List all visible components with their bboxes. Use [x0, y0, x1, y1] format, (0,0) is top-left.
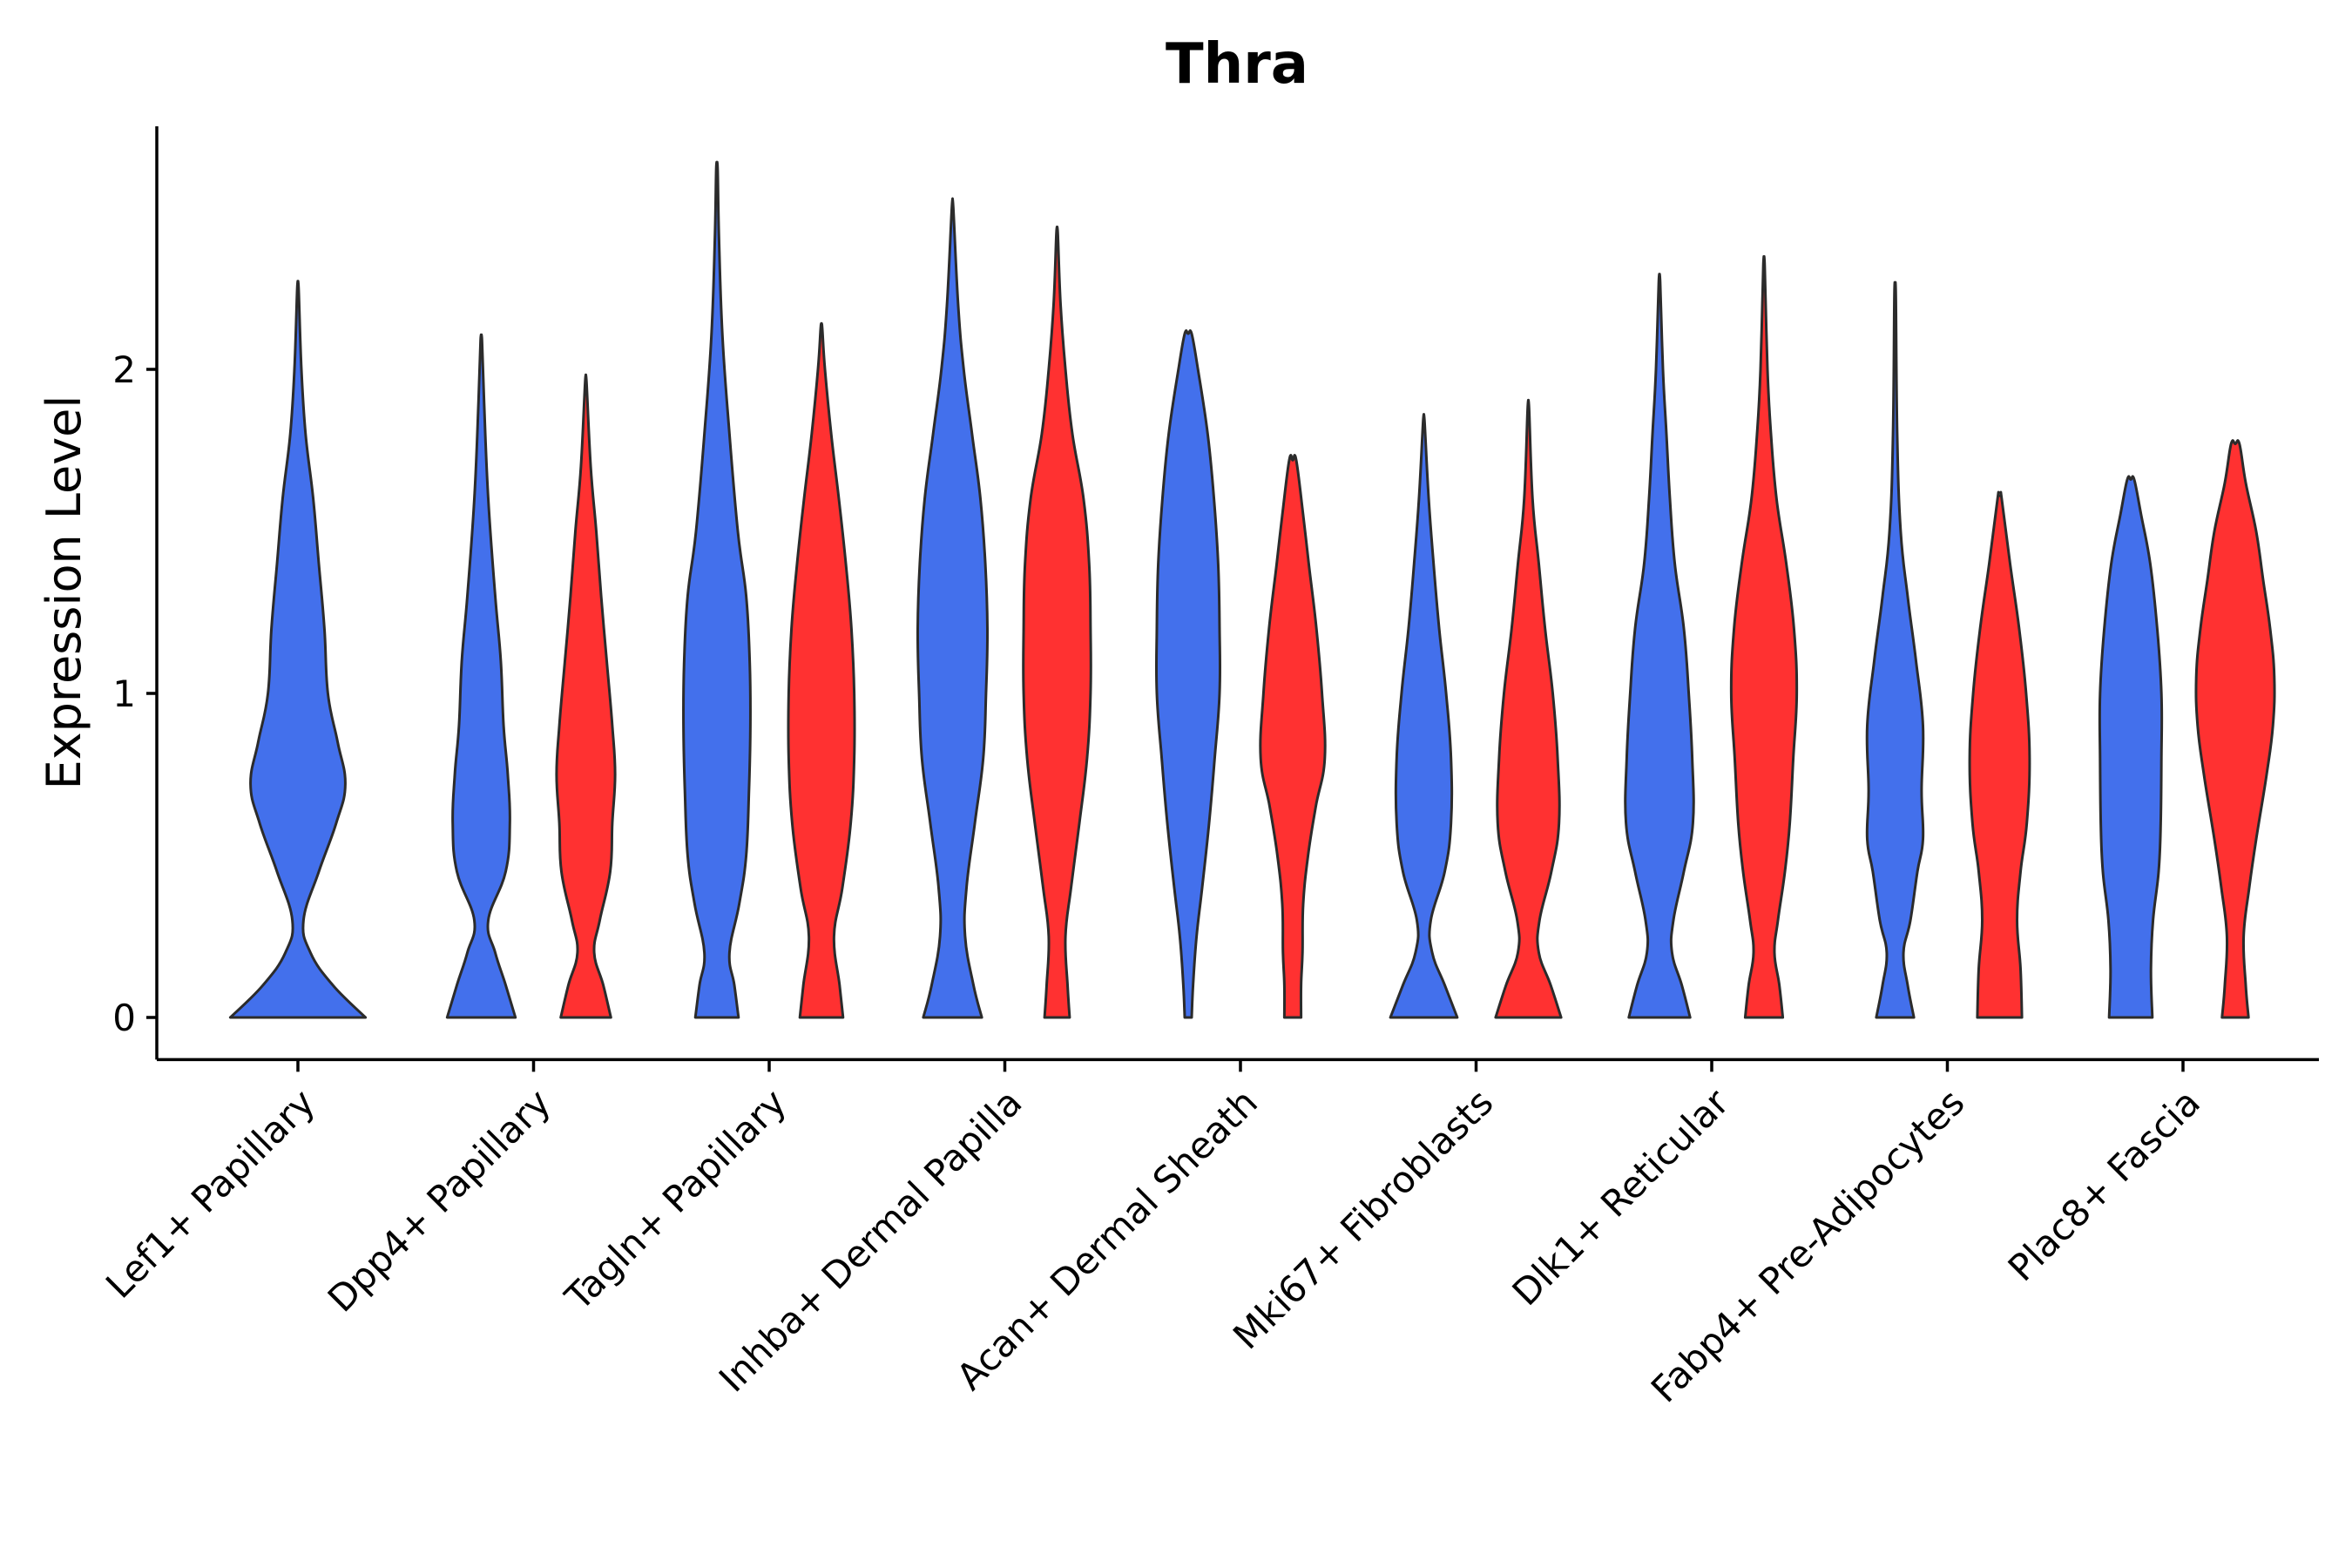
violin-8-red	[1968, 490, 2031, 1019]
y-tick-label-1: 1	[112, 672, 136, 715]
x-tick-label-1: Lef1+ Papillary	[98, 1081, 323, 1307]
violin-2-blue	[445, 333, 517, 1019]
violin-5-red	[1259, 454, 1327, 1019]
violin-4-red	[1022, 226, 1092, 1019]
axes-layer	[155, 126, 2319, 1062]
violin-3-red	[787, 321, 856, 1019]
violin-3-blue	[681, 160, 753, 1019]
chart-title: Thra	[1166, 32, 1308, 97]
violin-9-blue	[2098, 475, 2164, 1019]
violin-6-red	[1494, 398, 1563, 1019]
y-tick-label-0: 0	[112, 997, 136, 1039]
y-axis-label: Expression Level	[37, 395, 91, 790]
violin-6-blue	[1389, 413, 1459, 1019]
x-tick-label-6: Mki67+ Fibroblasts	[1225, 1081, 1501, 1357]
violin-4-blue	[916, 197, 990, 1019]
violins-layer	[228, 160, 2276, 1019]
violin-8-blue	[1865, 280, 1925, 1019]
violin-1-blue	[228, 280, 368, 1019]
violin-9-red	[2194, 439, 2276, 1019]
x-tick-label-7: Dlk1+ Reticular	[1504, 1080, 1738, 1314]
violin-2-red	[555, 373, 617, 1019]
violin-7-red	[1729, 255, 1799, 1019]
x-tick-label-2: Dpp4+ Papillary	[320, 1081, 559, 1321]
y-tick-label-2: 2	[112, 348, 136, 391]
x-tick-label-9: Plac8+ Fascia	[2000, 1081, 2208, 1289]
violin-5-blue	[1154, 328, 1222, 1019]
violin-7-blue	[1624, 273, 1695, 1019]
x-tick-label-3: Tagln+ Papillary	[557, 1081, 794, 1319]
